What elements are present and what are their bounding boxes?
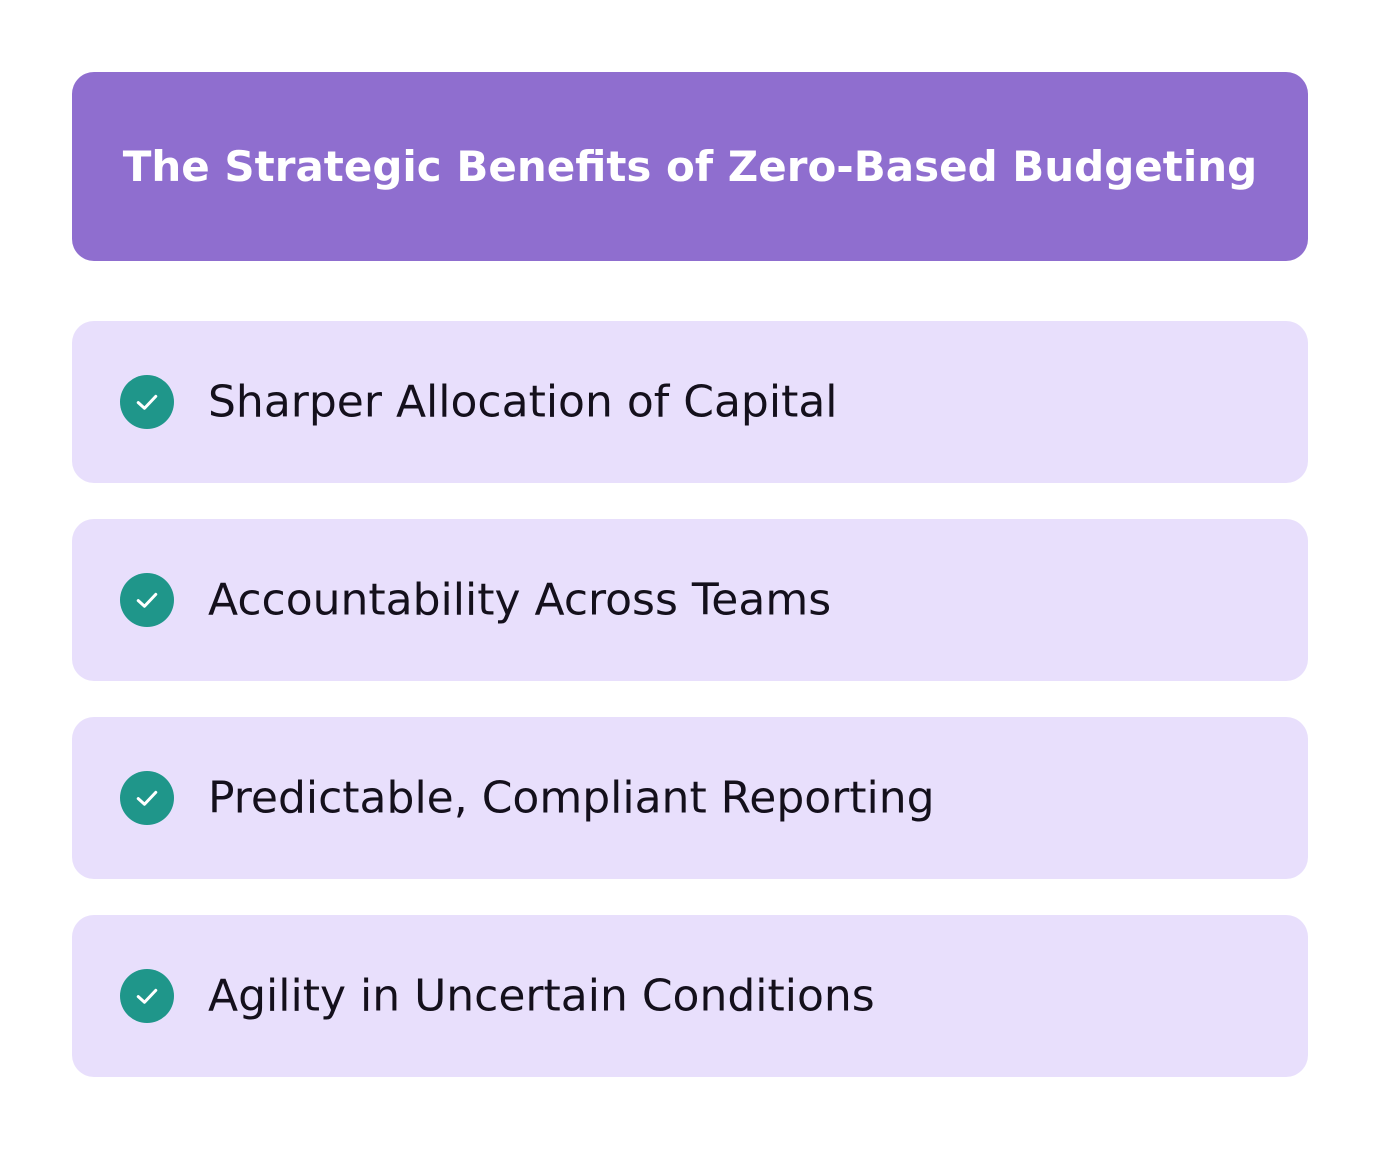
list-item-benefit: Agility in Uncertain Conditions (72, 915, 1308, 1077)
benefit-label: Accountability Across Teams (208, 574, 832, 626)
benefit-label: Sharper Allocation of Capital (208, 376, 838, 428)
check-circle-icon (120, 969, 174, 1023)
title-banner: The Strategic Benefits of Zero-Based Bud… (72, 72, 1308, 261)
list-item-benefit: Sharper Allocation of Capital (72, 321, 1308, 483)
benefit-label: Agility in Uncertain Conditions (208, 970, 875, 1022)
benefit-label: Predictable, Compliant Reporting (208, 772, 935, 824)
check-circle-icon (120, 573, 174, 627)
list-item-benefit: Predictable, Compliant Reporting (72, 717, 1308, 879)
check-circle-icon (120, 375, 174, 429)
page-title: The Strategic Benefits of Zero-Based Bud… (122, 142, 1258, 191)
check-circle-icon (120, 771, 174, 825)
list-item-benefit: Accountability Across Teams (72, 519, 1308, 681)
